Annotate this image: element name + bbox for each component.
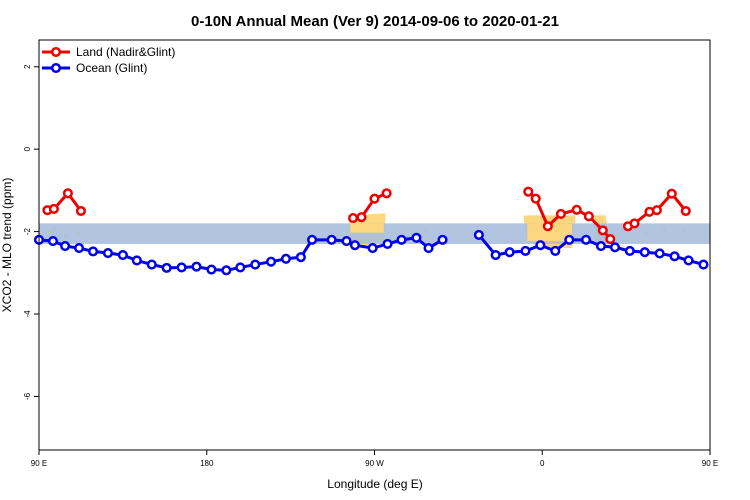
data-point xyxy=(161,262,172,273)
data-point xyxy=(396,234,407,245)
series-layer xyxy=(33,186,709,276)
land-masses-overlay xyxy=(350,223,573,241)
legend-swatch-marker xyxy=(50,46,62,58)
data-point xyxy=(520,245,531,257)
data-point xyxy=(75,205,86,217)
y-tick-label: 2 xyxy=(23,64,32,69)
data-point xyxy=(504,247,515,258)
data-point xyxy=(530,193,541,204)
x-tick-label: 90 E xyxy=(702,459,718,468)
data-point xyxy=(605,233,616,245)
y-tick-label: -2 xyxy=(23,228,32,236)
data-point xyxy=(555,208,566,219)
x-axis: 90 E 180 90 W 0 90 E xyxy=(31,450,718,468)
series-land xyxy=(42,186,691,245)
land-overlay-1 xyxy=(527,223,573,241)
chart-title: 0-10N Annual Mean (Ver 9) 2014-09-06 to … xyxy=(191,13,559,30)
legend-label: Ocean (Glint) xyxy=(76,61,147,75)
data-point xyxy=(490,250,501,261)
series-line xyxy=(477,233,704,267)
data-point xyxy=(117,250,128,261)
data-point xyxy=(669,251,680,262)
data-point xyxy=(550,245,561,257)
data-point xyxy=(595,240,607,252)
y-axis-label: XCO2 - MLO trend (ppm) xyxy=(0,178,14,313)
data-point xyxy=(221,265,232,276)
data-point xyxy=(437,234,448,245)
data-point xyxy=(609,242,620,253)
data-point xyxy=(62,188,73,199)
x-tick-label: 90 W xyxy=(365,459,384,468)
data-point xyxy=(191,261,202,272)
data-point xyxy=(629,218,640,229)
data-point xyxy=(369,193,380,204)
data-point xyxy=(523,186,534,197)
data-point xyxy=(235,262,246,273)
x-axis-label: Longitude (deg E) xyxy=(327,477,422,491)
data-point xyxy=(348,212,359,224)
data-point xyxy=(349,240,360,251)
data-point xyxy=(411,232,422,243)
legend-label: Land (Nadir&Glint) xyxy=(76,45,175,59)
data-point xyxy=(341,236,352,247)
reference-band-layer xyxy=(39,223,710,244)
data-point xyxy=(571,204,582,215)
data-point xyxy=(654,248,665,259)
data-point xyxy=(535,240,546,251)
data-point xyxy=(356,212,367,223)
series-ocean xyxy=(33,229,709,276)
legend-item: Ocean (Glint) xyxy=(42,61,147,75)
data-point xyxy=(381,188,392,199)
data-point xyxy=(651,205,662,216)
data-point xyxy=(639,247,650,258)
data-point xyxy=(295,252,306,263)
data-point xyxy=(74,243,85,254)
data-point xyxy=(581,234,592,245)
data-point xyxy=(597,225,608,236)
data-point xyxy=(206,264,217,275)
y-tick-label: -4 xyxy=(23,310,32,318)
data-point xyxy=(48,203,59,214)
y-axis: 2 0 -2 -4 -6 xyxy=(23,64,39,400)
data-point xyxy=(102,247,114,259)
data-point xyxy=(680,205,691,217)
data-point xyxy=(564,234,575,245)
data-point xyxy=(131,255,142,266)
x-tick-label: 0 xyxy=(540,459,545,468)
data-point xyxy=(367,243,378,254)
y-tick-label: -6 xyxy=(23,392,32,400)
legend: Land (Nadir&Glint) Ocean (Glint) xyxy=(42,45,175,75)
x-tick-label: 180 xyxy=(200,459,214,468)
data-point xyxy=(666,188,677,199)
data-point xyxy=(423,243,434,254)
data-point xyxy=(146,259,157,270)
land-overlay-2 xyxy=(350,223,384,233)
data-point xyxy=(60,240,71,252)
data-point xyxy=(280,253,292,264)
data-point xyxy=(88,246,99,257)
data-point xyxy=(307,234,318,245)
data-point xyxy=(47,236,59,247)
data-point xyxy=(473,229,484,240)
data-point xyxy=(683,255,694,266)
legend-item: Land (Nadir&Glint) xyxy=(42,45,175,59)
x-tick-label: 90 E xyxy=(31,459,47,468)
data-point xyxy=(698,259,709,270)
data-point xyxy=(250,259,261,270)
y-tick-label: 0 xyxy=(23,146,32,151)
data-point xyxy=(382,238,393,250)
data-point xyxy=(624,245,635,257)
data-point xyxy=(176,262,187,273)
data-point xyxy=(266,256,277,267)
data-point xyxy=(583,211,594,222)
data-point xyxy=(542,221,553,232)
legend-swatch-marker xyxy=(50,62,62,74)
data-point xyxy=(326,234,337,245)
